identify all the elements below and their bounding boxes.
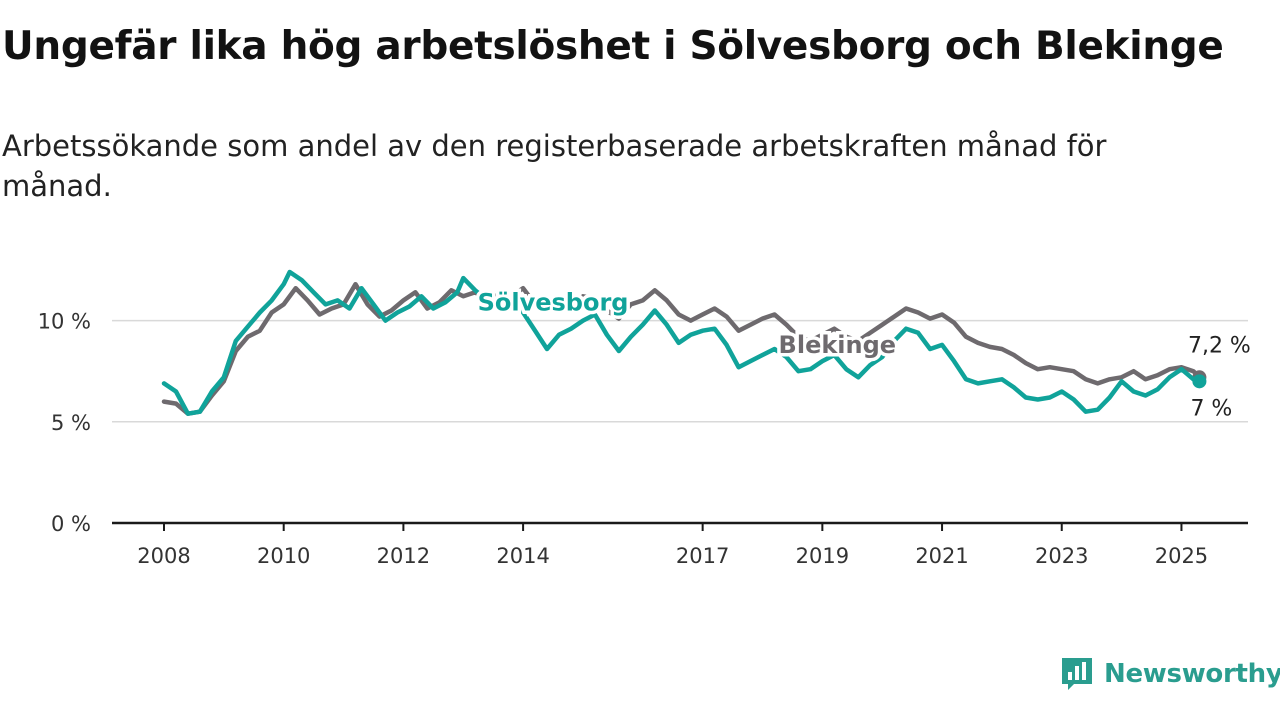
x-tick-label: 2014 xyxy=(496,544,549,568)
x-tick-label: 2019 xyxy=(796,544,849,568)
y-tick-label: 10 % xyxy=(38,310,91,334)
brand-name: Newsworthy xyxy=(1104,659,1280,689)
x-tick-label: 2023 xyxy=(1035,544,1088,568)
x-tick-label: 2025 xyxy=(1155,544,1208,568)
x-tick-label: 2010 xyxy=(257,544,310,568)
x-tick-label: 2021 xyxy=(915,544,968,568)
x-tick-label: 2008 xyxy=(137,544,190,568)
newsworthy-brand: Newsworthy xyxy=(1060,654,1280,694)
series-line-solvesborg xyxy=(161,269,1202,416)
series-label-blekinge: Blekinge xyxy=(779,331,897,359)
line-chart: 0 % 5 % 10 % 2008 2010 2012 2014 2017 2019 2021 20… xyxy=(38,269,1253,568)
y-tick-label: 5 % xyxy=(51,411,91,435)
x-tick-label: 2017 xyxy=(676,544,729,568)
end-label-solvesborg: 7 % xyxy=(1190,396,1232,421)
series-lines xyxy=(161,269,1207,416)
bar-chart-speech-bubble-icon xyxy=(1062,658,1092,690)
chart-title: Ungefär lika hög arbetslöshet i Sölvesbo… xyxy=(2,24,1224,69)
y-tick-label: 0 % xyxy=(51,512,91,536)
end-point-solvesborg xyxy=(1192,374,1207,389)
grid-lines xyxy=(112,319,1248,531)
series-label-solvesborg: Sölvesborg xyxy=(478,288,629,316)
chart-labels: 0 % 5 % 10 % 2008 2010 2012 2014 2017 2019 2021 20… xyxy=(38,285,1253,568)
end-label-blekinge: 7,2 % xyxy=(1188,333,1251,358)
x-tick-label: 2012 xyxy=(377,544,430,568)
chart-subtitle: Arbetssökande som andel av den registerb… xyxy=(2,129,1107,203)
series-line-blekinge xyxy=(161,281,1202,416)
